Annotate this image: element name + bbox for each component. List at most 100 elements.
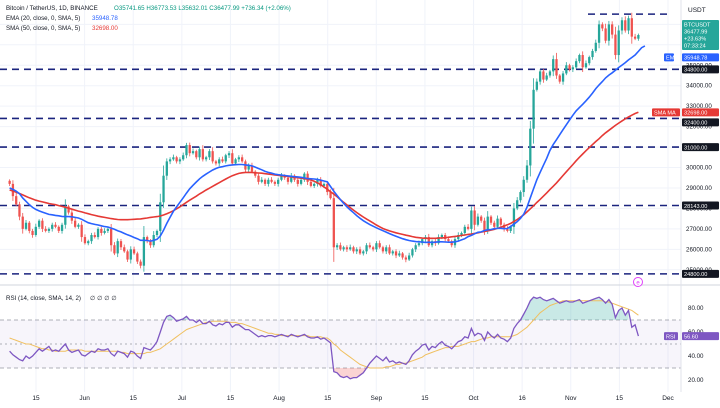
candle-body	[319, 179, 322, 186]
candle-body	[165, 161, 168, 176]
sma-tag: SMA MA	[652, 108, 680, 117]
candle-body	[574, 61, 578, 68]
candle-body	[47, 228, 51, 231]
candle-body	[345, 247, 349, 250]
candle-body	[296, 179, 299, 184]
candle-body	[240, 157, 244, 162]
level-tag: 28143.00	[682, 201, 719, 210]
candle-body	[64, 206, 67, 225]
rsi-line	[9, 296, 640, 380]
candle-body	[561, 73, 565, 82]
candle-body	[270, 179, 273, 182]
time-tick-label: 16	[519, 395, 527, 402]
chart-legend: Bitcoin / TetherUS, 1D, BINANCE O35741.6…	[6, 5, 706, 302]
candle-body	[591, 50, 594, 58]
candle-body	[476, 216, 480, 225]
candle-body	[512, 208, 516, 227]
candle-body	[509, 226, 512, 231]
time-tick-label: Sep	[371, 395, 383, 402]
candle-body	[329, 192, 332, 199]
main-pane[interactable]	[0, 0, 681, 284]
candle-body	[398, 253, 401, 256]
event-marker-icon[interactable]: e	[633, 277, 643, 287]
candle-body	[440, 235, 444, 238]
symbol-title[interactable]: Bitcoin / TetherUS, 1D, BINANCE	[6, 5, 98, 12]
candle-body	[182, 155, 185, 160]
candle-body	[303, 173, 306, 180]
candle-body	[178, 159, 182, 162]
candle-body	[581, 55, 584, 68]
candle-body	[532, 89, 535, 129]
candle-body	[542, 71, 545, 80]
candle-body	[277, 179, 280, 184]
ema-tag: EMA	[664, 53, 678, 62]
candle-body	[231, 153, 234, 164]
candle-body	[28, 222, 31, 231]
candle-body	[129, 249, 132, 260]
candle-body	[568, 65, 571, 70]
ema-legend[interactable]: EMA (20, close, 0, SMA, 5)	[6, 15, 80, 22]
candle-body	[457, 235, 460, 240]
time-axis[interactable]: 15 Jun 15 Jul 15 Aug 15 Sep 15 Oct 16 Nov 15 Dec	[32, 395, 674, 402]
candle-body	[306, 173, 309, 182]
candle-body	[191, 151, 195, 154]
svg-text:+23.63%: +23.63%	[684, 36, 706, 42]
candle-body	[309, 181, 313, 186]
candle-body	[637, 35, 640, 39]
sma-legend-value: 32698.00	[92, 25, 118, 32]
candle-body	[126, 251, 129, 260]
candle-body	[31, 230, 34, 236]
candle-body	[516, 200, 519, 209]
svg-text:31000.00: 31000.00	[684, 145, 707, 151]
candle-body	[620, 20, 624, 31]
time-tick-label: 15	[421, 395, 429, 402]
candlestick-series	[8, 12, 640, 272]
candle-body	[119, 241, 123, 248]
candle-body	[604, 28, 607, 41]
candle-body	[201, 149, 204, 160]
candle-body	[391, 251, 394, 254]
candle-body	[378, 243, 381, 248]
rsi-tick-label: 40.00	[688, 353, 704, 360]
svg-text:07:33:24: 07:33:24	[684, 43, 706, 49]
candle-body	[110, 228, 113, 246]
candle-body	[247, 165, 250, 170]
time-tick-label: Jul	[178, 395, 187, 402]
ohlc-readout: O35741.65 H36773.53 L35632.01 C36477.99 …	[114, 5, 291, 12]
candle-body	[633, 36, 637, 39]
candle-body	[601, 24, 604, 29]
rsi-pane[interactable]	[0, 296, 681, 380]
svg-text:35948.78: 35948.78	[684, 56, 707, 62]
rsi-tag: RSI	[664, 332, 678, 340]
candle-body	[204, 157, 208, 160]
candle-body	[254, 171, 257, 176]
candle-body	[368, 245, 371, 248]
candle-body	[545, 75, 548, 80]
candle-body	[326, 183, 329, 193]
price-tick-label: 26000.00	[686, 246, 712, 253]
time-tick-label: Dec	[662, 395, 674, 402]
candle-body	[103, 230, 106, 233]
candle-body	[24, 222, 28, 229]
candle-body	[198, 149, 201, 158]
candle-body	[123, 247, 126, 252]
candle-body	[214, 161, 218, 164]
price-tick-label: 30000.00	[686, 165, 712, 172]
sma-legend[interactable]: SMA (50, close, 0, SMA, 5)	[6, 25, 80, 32]
candle-body	[332, 198, 335, 248]
candle-body	[489, 216, 493, 223]
candle-body	[417, 243, 421, 246]
candle-body	[290, 175, 293, 182]
time-tick-label: 15	[130, 395, 138, 402]
candle-body	[57, 226, 60, 231]
candle-body	[80, 224, 83, 238]
price-tick-label: 34000.00	[686, 83, 712, 90]
candle-body	[450, 241, 453, 246]
candle-body	[142, 237, 146, 266]
candle-body	[54, 224, 57, 227]
candle-body	[34, 226, 37, 236]
candle-body	[394, 251, 398, 256]
rsi-legend[interactable]: RSI (14, close, SMA, 14, 2)	[6, 295, 81, 302]
